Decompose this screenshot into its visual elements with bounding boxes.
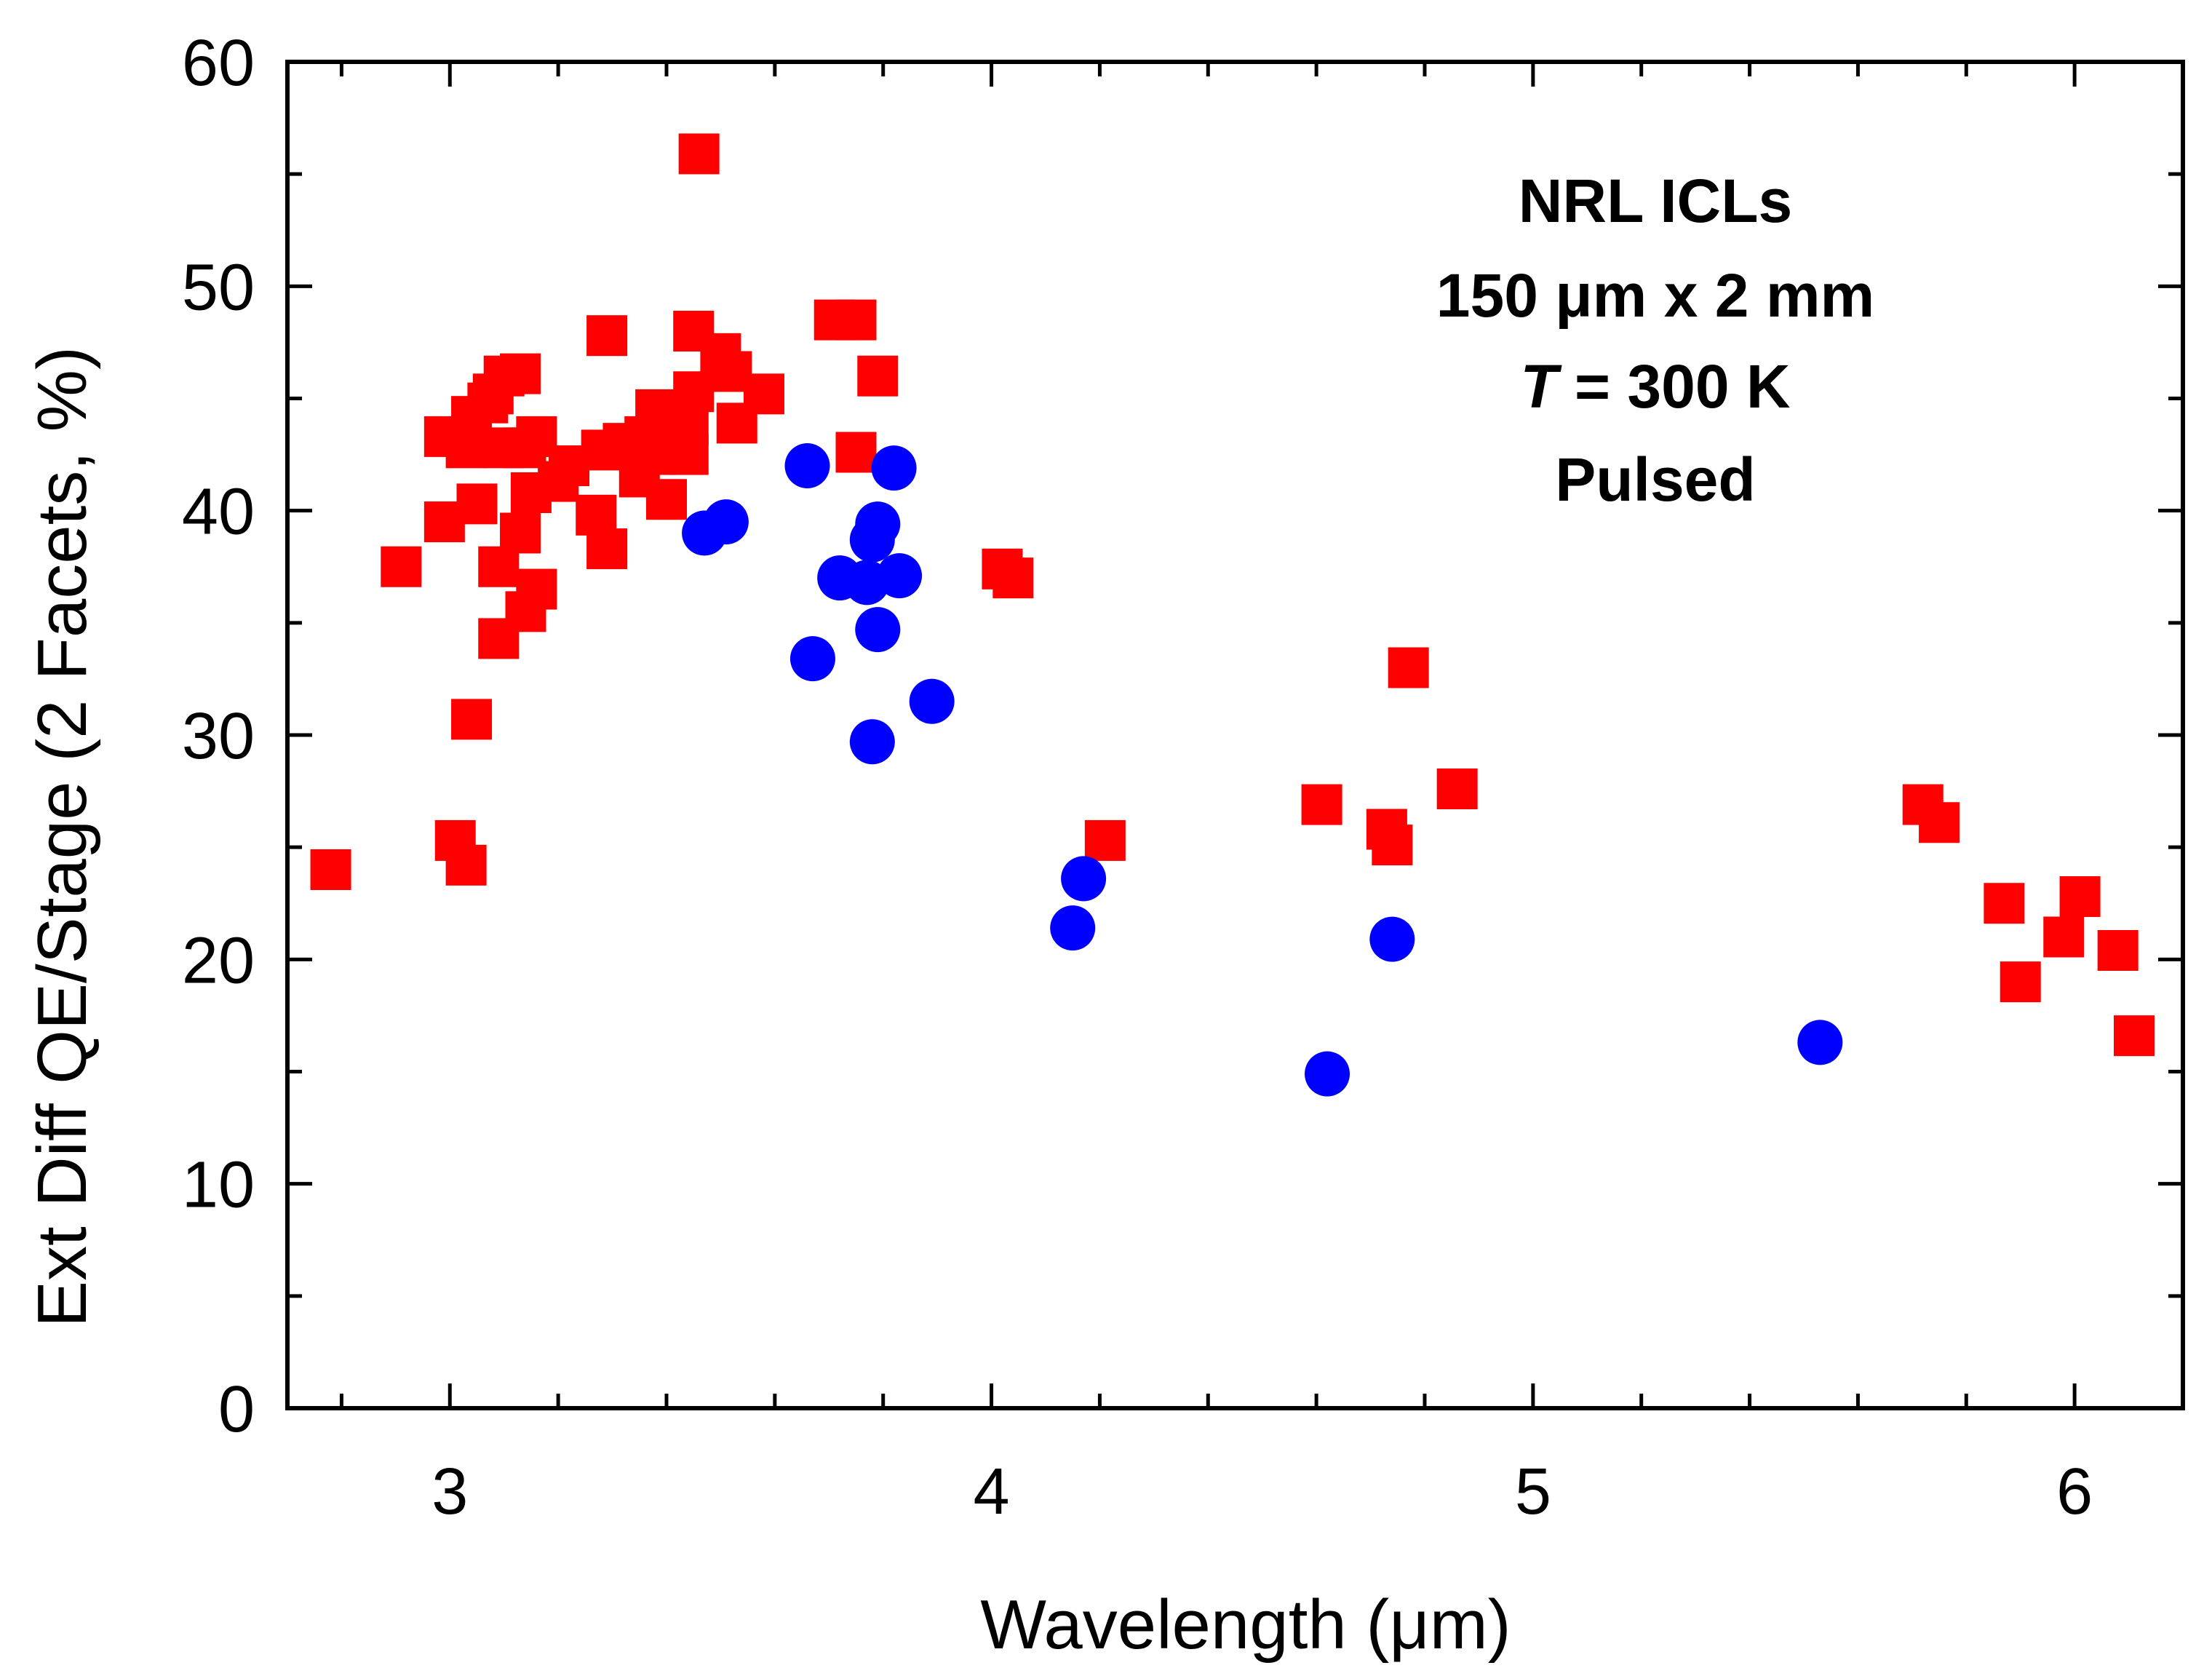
temperature-symbol: T [1520,352,1562,421]
x-axis-label: Wavelength (μm) [980,1586,1511,1664]
red-square-point [500,353,541,394]
temperature-value: = 300 K [1558,352,1791,421]
x-tick-label: 3 [431,1455,468,1528]
blue-circle-point [1305,1051,1350,1097]
x-axis-ticks: 3 4 5 6 [339,62,2185,1528]
red-square-point [2000,961,2041,1003]
red-square-point [1372,825,1413,866]
red-square-point [451,699,493,740]
blue-circle-point [789,636,835,682]
red-square-point [667,434,709,475]
y-axis-label: Ext Diff QE/Stage (2 Facets, %) [23,346,101,1327]
red-square-point [743,373,784,415]
y-tick-label: 20 [182,924,255,997]
blue-circle-point [871,445,917,491]
red-square-point [456,483,498,525]
y-tick-label: 60 [182,27,255,100]
red-square-point [673,371,715,413]
data-points [310,133,2155,1097]
blue-circle-point [703,499,749,545]
annotation-block: NRL ICLs 150 μm x 2 mm T = 300 K Pulsed [1436,167,1874,514]
blue-circle-point [909,678,955,724]
red-square-point [646,479,687,520]
plot-frame [285,60,2185,1410]
annotation-mode: Pulsed [1555,445,1755,514]
red-square-point [678,133,720,175]
red-square-point [835,432,877,473]
red-square-point [586,528,628,570]
red-square-point [835,299,877,341]
red-square-point [2059,876,2101,917]
y-tick-label: 50 [182,251,255,324]
x-tick-label: 6 [2056,1455,2093,1528]
y-tick-label: 0 [218,1373,255,1446]
red-square-point [857,355,899,397]
red-square-point [1436,769,1478,809]
red-square-point [1301,784,1342,825]
blue-circle-point [1061,856,1107,902]
red-square-point [1084,819,1126,861]
y-axis-ticks: 0 10 20 30 40 50 60 [182,27,2183,1446]
blue-circle-point [1050,905,1096,951]
red-square-point [500,512,541,554]
red-square-point [445,844,487,886]
y-tick-label: 40 [182,476,255,549]
y-tick-label: 10 [182,1149,255,1222]
y-tick-label: 30 [182,700,255,773]
red-square-point [1919,802,1960,843]
red-square-point [2114,1015,2155,1057]
blue-circle-point [877,553,923,599]
annotation-title: NRL ICLs [1519,167,1792,235]
red-square-point [516,568,557,610]
blue-circle-point [849,719,895,765]
red-square-point [381,546,422,587]
annotation-dimensions: 150 μm x 2 mm [1436,261,1874,330]
red-square-point [1388,647,1429,688]
red-square-point [1984,883,2025,924]
red-square-point [992,557,1034,599]
red-square-point [2043,916,2085,958]
x-tick-label: 4 [974,1455,1010,1528]
blue-circle-point [1369,916,1415,962]
red-square-point [2097,930,2139,971]
blue-circle-point [1797,1020,1843,1065]
blue-circle-point [855,607,901,653]
blue-circle-point [784,443,830,488]
red-square-point [310,849,351,890]
blue-circle-point [855,501,901,547]
red-square-point [586,315,628,357]
x-tick-label: 5 [1515,1455,1551,1528]
annotation-temperature: T = 300 K [1520,352,1790,421]
